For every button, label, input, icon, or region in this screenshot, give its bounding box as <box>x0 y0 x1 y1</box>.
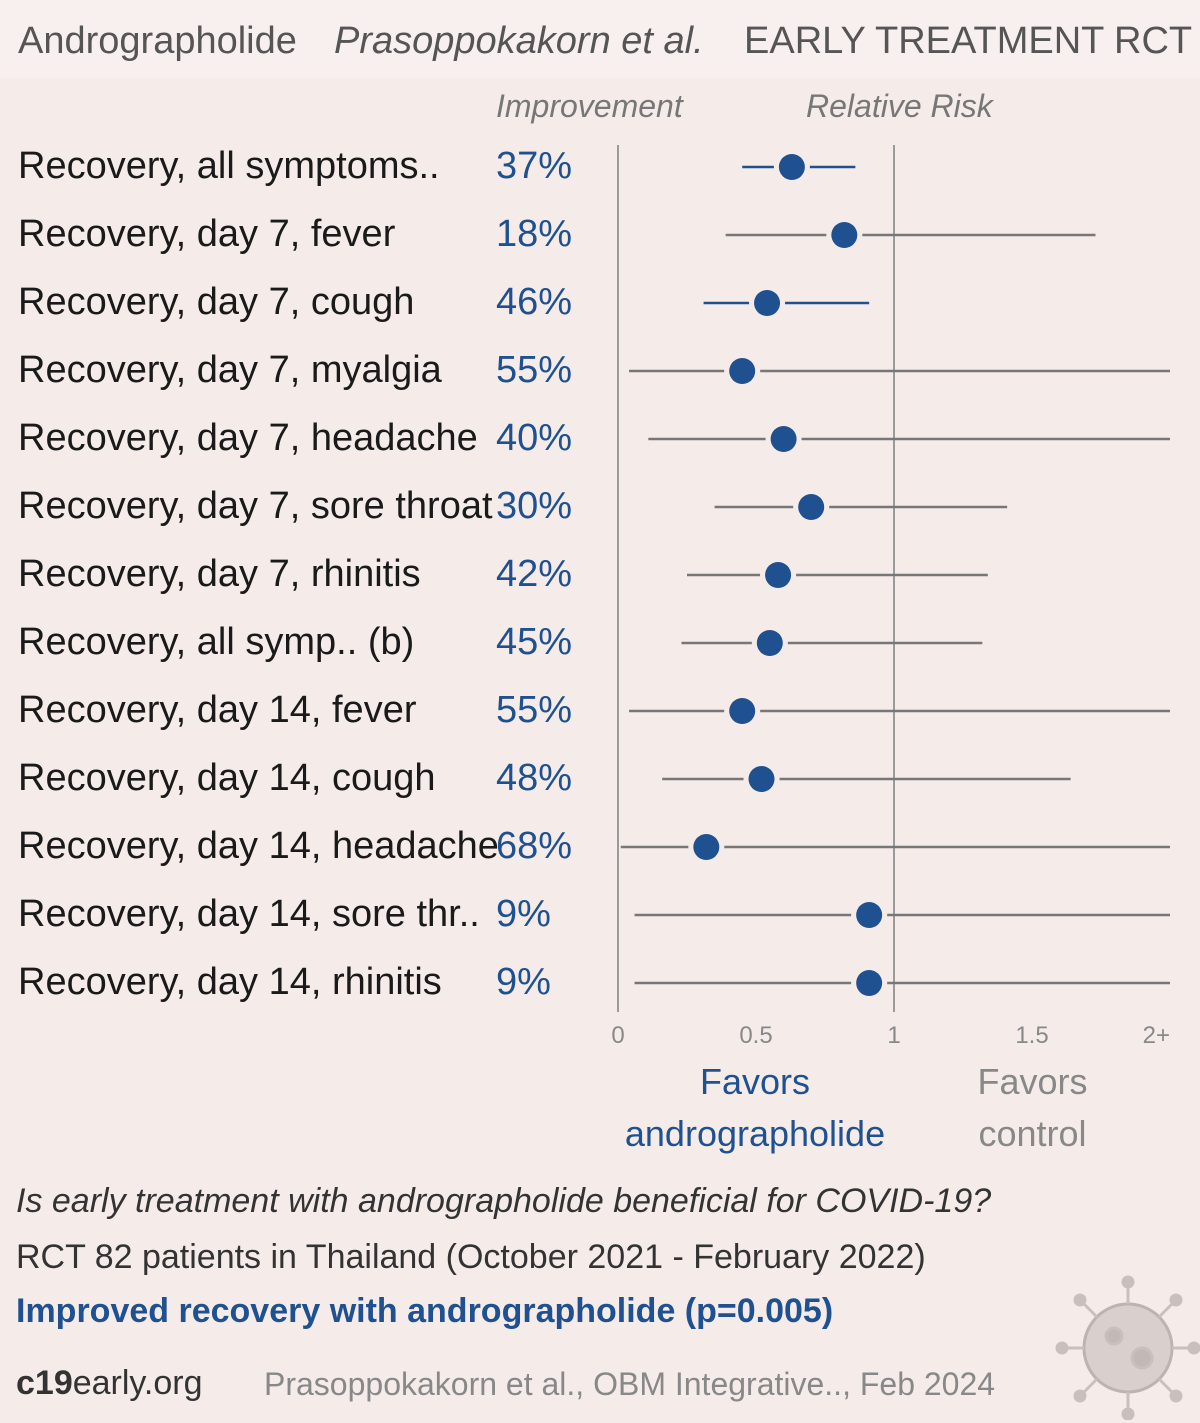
outcome-label: Recovery, day 7, fever <box>18 213 396 255</box>
study-design: RCT <box>1114 20 1193 62</box>
outcome-label: Recovery, day 7, sore throat <box>18 485 493 527</box>
improvement-value: 55% <box>496 689 573 731</box>
site-name-rest: early.org <box>72 1364 203 1402</box>
x-tick-label: 2+ <box>1143 1022 1170 1049</box>
effect-point <box>729 358 756 384</box>
favors-control-line1: Favors <box>977 1061 1088 1102</box>
outcome-label: Recovery, day 14, headache <box>18 825 499 867</box>
improvement-value: 9% <box>496 961 551 1003</box>
study-question: Is early treatment with andrographolide … <box>16 1182 992 1220</box>
favors-control-line2: control <box>978 1113 1087 1154</box>
effect-point <box>770 426 797 452</box>
outcome-label: Recovery, day 14, fever <box>18 689 417 731</box>
outcome-label: Recovery, all symp.. (b) <box>18 621 415 663</box>
x-tick-label: 0.5 <box>739 1022 772 1049</box>
outcome-label: Recovery, day 7, headache <box>18 417 478 459</box>
outcome-label: Recovery, day 14, cough <box>18 757 436 799</box>
improvement-value: 40% <box>496 417 573 459</box>
study-patients: RCT 82 patients in Thailand (October 202… <box>16 1238 926 1276</box>
effect-point <box>748 766 775 792</box>
x-tick-label: 0 <box>611 1022 624 1049</box>
improvement-value: 68% <box>496 825 573 867</box>
improvement-value: 46% <box>496 281 573 323</box>
effect-point <box>693 834 720 860</box>
improvement-value: 45% <box>496 621 573 663</box>
improvement-column-header: Improvement <box>496 88 683 124</box>
improvement-value: 18% <box>496 213 573 255</box>
outcome-label: Recovery, day 7, myalgia <box>18 349 442 391</box>
study-author: Prasoppokakorn et al. <box>334 20 704 62</box>
effect-point <box>856 902 883 928</box>
improvement-value: 42% <box>496 553 573 595</box>
improvement-value: 9% <box>496 893 551 935</box>
outcome-label: Recovery, day 14, sore thr.. <box>18 893 480 935</box>
relative-risk-column-header: Relative Risk <box>806 88 993 124</box>
drug-name: Andrographolide <box>18 20 297 62</box>
forest-plot: 0 0.5 1 1.5 2+ <box>611 145 1170 1049</box>
effect-point <box>756 630 783 656</box>
improvement-value: 37% <box>496 145 573 187</box>
virus-icon <box>1055 1275 1200 1420</box>
effect-point <box>754 290 781 316</box>
citation: Prasoppokakorn et al., OBM Integrative..… <box>264 1366 996 1402</box>
effect-point <box>765 562 792 588</box>
outcome-label: Recovery, day 7, cough <box>18 281 415 323</box>
improvement-value: 48% <box>496 757 573 799</box>
effect-point <box>798 494 825 520</box>
improvement-value: 30% <box>496 485 573 527</box>
effect-point <box>729 698 756 724</box>
site-name-bold: c19 <box>16 1364 73 1402</box>
study-result: Improved recovery with andrographolide (… <box>16 1292 834 1330</box>
x-tick-label: 1.5 <box>1015 1022 1048 1049</box>
title-bar: Andrographolide Prasoppokakorn et al. EA… <box>0 0 1200 78</box>
outcome-label: Recovery, day 14, rhinitis <box>18 961 442 1003</box>
site-name[interactable]: c19early.org <box>16 1364 203 1403</box>
outcome-label: Recovery, all symptoms.. <box>18 145 440 187</box>
improvement-value: 55% <box>496 349 573 391</box>
favors-treatment-line1: Favors <box>699 1061 811 1102</box>
favors-control-label: Favors control <box>950 1056 1115 1160</box>
x-tick-label: 1 <box>887 1022 900 1049</box>
outcome-label: Recovery, day 7, rhinitis <box>18 553 421 595</box>
favors-treatment-label: Favors andrographolide <box>605 1056 905 1160</box>
effect-point <box>831 222 858 248</box>
favors-treatment-line2: andrographolide <box>624 1113 886 1154</box>
treatment-stage: EARLY TREATMENT <box>744 20 1105 62</box>
effect-point <box>778 154 805 180</box>
effect-point <box>856 970 883 996</box>
